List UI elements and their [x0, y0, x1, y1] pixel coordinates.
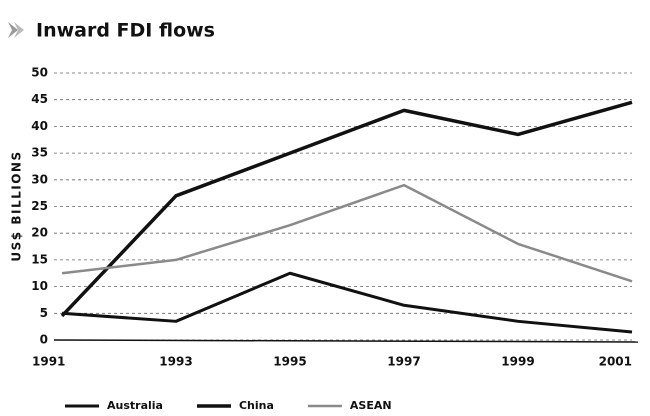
y-tick-label: 0	[40, 333, 48, 347]
title-icon	[8, 22, 18, 38]
y-axis-label: US$ BILLIONS	[10, 150, 24, 261]
y-tick-label: 50	[31, 66, 48, 80]
x-tick-label: 2001	[599, 355, 632, 369]
y-tick-label: 5	[40, 306, 48, 320]
legend-label: China	[239, 399, 274, 412]
y-tick-label: 30	[31, 172, 48, 186]
series-line	[61, 183, 633, 283]
y-tick-label: 35	[31, 146, 48, 160]
y-tick-label: 40	[31, 119, 48, 133]
series-line	[60, 100, 633, 318]
y-tick-label: 45	[31, 92, 48, 106]
x-tick-label: 1993	[159, 355, 192, 369]
legend-label: Australia	[107, 399, 163, 412]
title-icon	[14, 22, 24, 38]
legend-label: ASEAN	[350, 399, 392, 412]
y-tick-label: 15	[31, 252, 48, 266]
x-tick-label: 1991	[32, 355, 65, 369]
y-tick-label: 10	[31, 279, 48, 293]
x-tick-label: 1997	[387, 355, 420, 369]
x-tick-label: 1999	[501, 355, 534, 369]
y-tick-label: 20	[31, 226, 48, 240]
series-line	[61, 271, 633, 334]
y-tick-label: 25	[31, 199, 48, 213]
chart-title: Inward FDI flows	[36, 20, 215, 42]
x-tick-label: 1995	[273, 355, 306, 369]
x-axis	[53, 339, 639, 343]
